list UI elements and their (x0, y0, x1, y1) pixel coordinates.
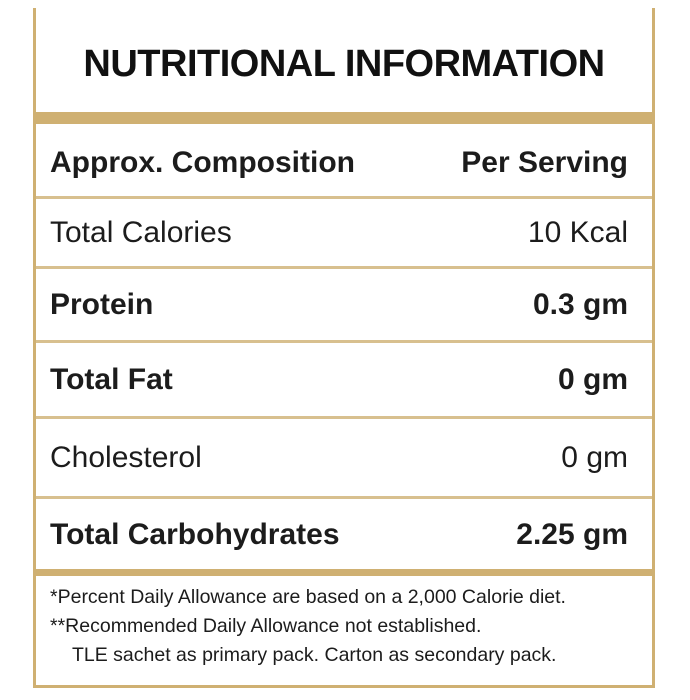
row-divider (36, 496, 652, 499)
table-row: Protein 0.3 gm (36, 270, 652, 340)
row-value-total-calories: 10 Kcal (527, 216, 628, 249)
footnote-packaging: TLE sachet as primary pack. Carton as se… (72, 644, 557, 666)
table-row: Total Calories 10 Kcal (36, 200, 652, 266)
row-value-total-carbohydrates: 2.25 gm (516, 518, 628, 551)
row-value-protein: 0.3 gm (532, 288, 628, 321)
row-label-cholesterol: Cholesterol (50, 441, 202, 474)
row-value-total-fat: 0 gm (557, 363, 628, 396)
table-row: Total Fat 0 gm (36, 344, 652, 416)
row-label-total-fat: Total Fat (50, 363, 173, 396)
table-header-row: Approx. Composition Per Serving (36, 130, 652, 196)
footnote-daily-allowance: *Percent Daily Allowance are based on a … (50, 586, 566, 608)
column-header-per-serving: Per Serving (461, 146, 628, 179)
row-divider (36, 196, 652, 199)
row-divider (36, 340, 652, 343)
footnotes: *Percent Daily Allowance are based on a … (50, 583, 642, 670)
row-value-cholesterol: 0 gm (561, 441, 628, 474)
row-divider (36, 416, 652, 419)
table-row: Cholesterol 0 gm (36, 420, 652, 496)
table-row: Total Carbohydrates 2.25 gm (36, 500, 652, 570)
row-label-total-calories: Total Calories (50, 216, 232, 249)
title-divider (36, 112, 652, 124)
page-title: NUTRITIONAL INFORMATION (83, 43, 605, 85)
row-divider (36, 266, 652, 269)
footnote-recommended-allowance: **Recommended Daily Allowance not establ… (50, 615, 482, 637)
row-label-protein: Protein (50, 288, 154, 321)
table-bottom-divider (36, 569, 652, 576)
row-label-total-carbohydrates: Total Carbohydrates (50, 518, 340, 551)
column-header-composition: Approx. Composition (50, 146, 355, 179)
nutrition-label-panel: NUTRITIONAL INFORMATION Approx. Composit… (33, 8, 655, 688)
